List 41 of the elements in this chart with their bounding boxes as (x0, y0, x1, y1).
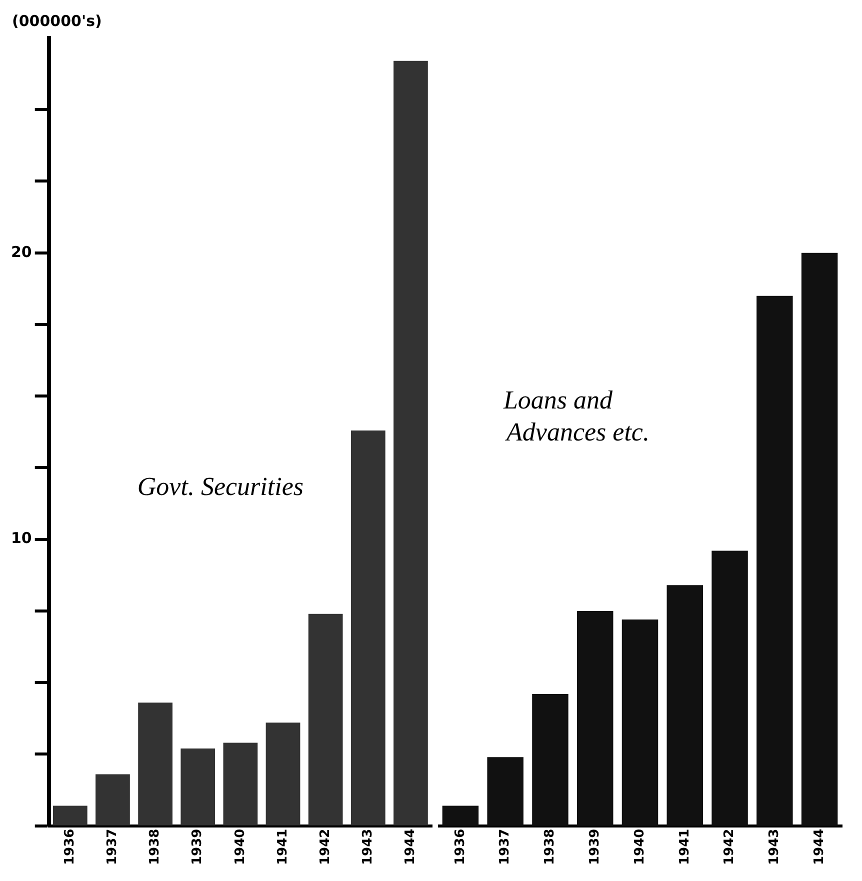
bar (394, 60, 428, 826)
bar (487, 757, 524, 826)
x-tick-label: 1943 (767, 828, 782, 866)
x-tick-label: 1936 (452, 828, 468, 866)
x-tick-label: 1944 (403, 828, 418, 866)
bar (223, 742, 258, 826)
x-tick-label: 1944 (812, 828, 827, 866)
x-tick-label: 1941 (677, 828, 692, 866)
bar (712, 550, 748, 826)
bar (442, 806, 479, 826)
x-tick-label: 1939 (190, 828, 206, 866)
x-tick-label: 1942 (722, 828, 738, 866)
x-tick-label: 1943 (360, 828, 376, 866)
bar (532, 694, 568, 826)
x-tick-label: 1937 (105, 828, 120, 866)
bar (138, 702, 172, 826)
x-tick-label: 1940 (232, 828, 248, 866)
x-tick-label: 1941 (275, 828, 290, 866)
bar (96, 774, 130, 826)
x-tick-label: 1939 (587, 828, 602, 866)
x-tick-label: 1936 (62, 828, 78, 866)
bar (666, 585, 704, 826)
text: Loans and Advances etc. (502, 385, 650, 446)
x-tick-label: 1938 (542, 828, 558, 866)
y-tick-label: 20 (11, 242, 32, 261)
bar (52, 806, 88, 826)
x-tick-label: 1942 (318, 828, 333, 866)
y-tick-label: 10 (11, 529, 32, 548)
bar (576, 610, 614, 826)
bar (801, 252, 838, 826)
bar (350, 430, 386, 826)
bar (266, 722, 300, 826)
bar (180, 748, 216, 826)
x-tick-label: 1938 (148, 828, 163, 866)
x-tick-label: 1940 (632, 828, 648, 866)
bar (622, 620, 658, 826)
bar (308, 614, 343, 826)
y-axis-title: (000000's) (12, 12, 102, 30)
x-tick-label: 1937 (498, 828, 513, 866)
text: Govt. Securities (137, 472, 304, 501)
bar (756, 296, 793, 826)
